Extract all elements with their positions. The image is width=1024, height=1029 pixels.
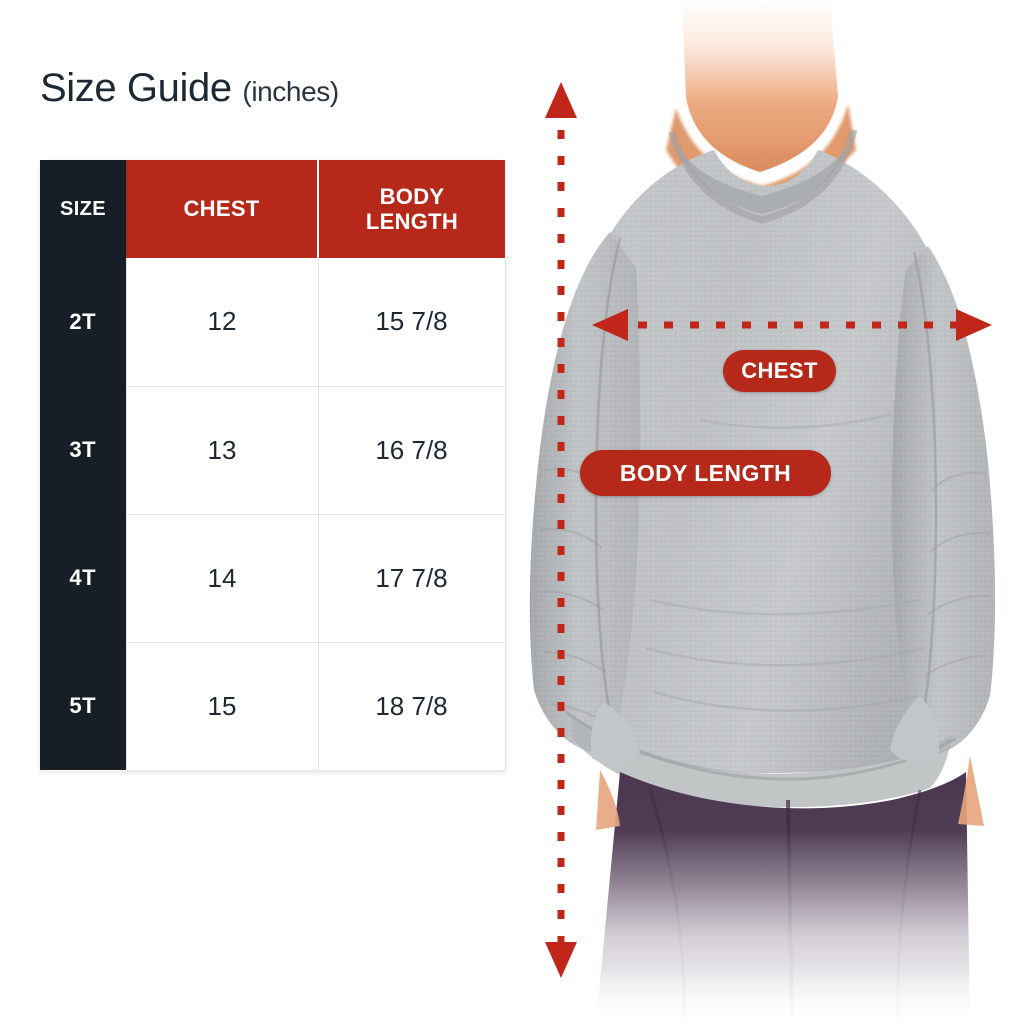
cell-body-length: 15 7/8 xyxy=(318,258,506,387)
cell-size: 2T xyxy=(40,258,126,386)
model-illustration xyxy=(500,0,1024,1024)
column-header-chest: CHEST xyxy=(126,160,318,258)
sweatshirt-hem xyxy=(572,716,952,808)
column-header-body-length-line1: BODY xyxy=(379,183,445,209)
product-photo xyxy=(500,0,1024,1024)
page-title: Size Guide (inches) xyxy=(40,66,339,111)
cell-size: 5T xyxy=(40,642,126,770)
table-header: SIZE CHEST BODY LENGTH xyxy=(40,160,505,258)
column-header-body-length-line2: LENGTH xyxy=(365,209,459,234)
bottom-fade xyxy=(500,830,1024,1024)
table-row: 3T 13 16 7/8 xyxy=(40,386,506,515)
page-title-main: Size Guide xyxy=(40,66,232,110)
sleeve-seam-right xyxy=(912,251,938,745)
page-title-unit: (inches) xyxy=(242,76,339,107)
cell-body-length: 17 7/8 xyxy=(318,514,506,643)
hand-right xyxy=(890,696,940,763)
cell-chest: 14 xyxy=(125,514,319,643)
cell-size: 3T xyxy=(40,386,126,514)
model-neck xyxy=(682,0,838,172)
table-row: 5T 15 18 7/8 xyxy=(40,642,506,771)
size-guide-panel: Size Guide (inches) SIZE CHEST BODY LENG… xyxy=(0,0,512,1024)
sleeve-seam-left xyxy=(594,237,622,743)
cell-body-length: 18 7/8 xyxy=(318,642,506,771)
table-row: 4T 14 17 7/8 xyxy=(40,514,506,643)
column-header-size: SIZE xyxy=(40,160,126,258)
table-header-row: SIZE CHEST BODY LENGTH xyxy=(40,160,505,258)
table-body: 2T 12 15 7/8 3T 13 16 7/8 4T 14 17 7/8 5… xyxy=(40,258,506,771)
collar-rib xyxy=(676,138,850,214)
size-chart-table: SIZE CHEST BODY LENGTH 2T 12 15 7/8 3T 1… xyxy=(40,160,506,771)
cell-chest: 12 xyxy=(125,258,319,387)
hand-left xyxy=(590,702,640,765)
cell-chest: 15 xyxy=(125,642,319,771)
cell-body-length: 16 7/8 xyxy=(318,386,506,515)
cell-size: 4T xyxy=(40,514,126,642)
cell-chest: 13 xyxy=(125,386,319,515)
column-header-body-length: BODY LENGTH xyxy=(317,160,505,258)
table-row: 2T 12 15 7/8 xyxy=(40,258,506,387)
